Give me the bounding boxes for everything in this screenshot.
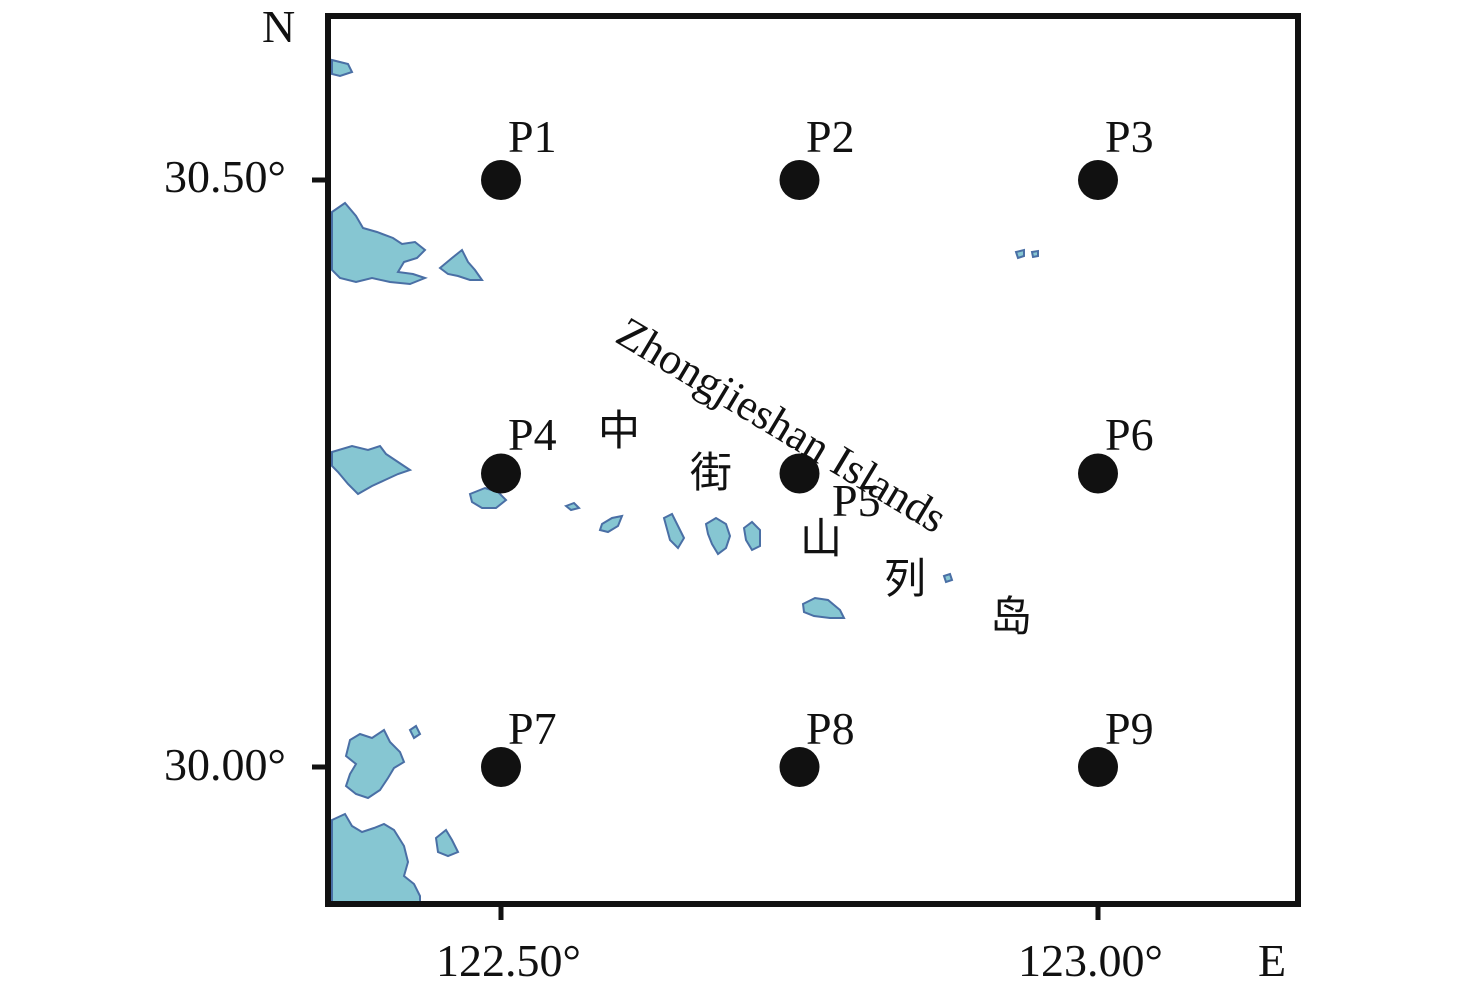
land-lower-islet-a — [408, 724, 422, 740]
point-label: P7 — [508, 703, 557, 754]
land-islet-b — [598, 514, 624, 534]
land-islet-i — [1030, 249, 1039, 259]
land-islet-a — [564, 501, 581, 512]
land-upper-west-island — [331, 201, 428, 286]
land-middle-west-island — [331, 444, 413, 496]
station-point-p5 — [779, 453, 820, 494]
point-label: P5 — [832, 475, 881, 526]
station-point-p4 — [481, 453, 521, 494]
point-label: P6 — [1105, 409, 1154, 460]
land-islet-e — [742, 520, 761, 552]
islands-name-chinese-char: 中 — [598, 406, 641, 455]
station-point-p8 — [779, 747, 820, 787]
land-lower-west-island — [344, 728, 406, 800]
islands-name-chinese-char: 山 — [800, 514, 843, 563]
point-label: P1 — [508, 111, 557, 162]
point-label: P2 — [806, 111, 855, 162]
map-frame — [325, 13, 1301, 907]
station-point-p7 — [481, 747, 521, 787]
land-islet-c — [662, 512, 686, 550]
islands-name-chinese-char: 岛 — [990, 592, 1033, 641]
islands-name-chinese-char: 列 — [884, 554, 927, 603]
islands-name-chinese-char: 街 — [690, 448, 733, 497]
point-label: P8 — [806, 703, 855, 754]
station-point-p9 — [1078, 747, 1118, 787]
y-tick-label-30-00: 30.00° — [164, 739, 286, 790]
point-label: P9 — [1105, 703, 1154, 754]
land-islet-g — [942, 572, 954, 584]
point-label: P4 — [508, 409, 557, 460]
land-islet-h — [1014, 248, 1025, 260]
station-points — [481, 160, 1118, 787]
station-point-p6 — [1078, 453, 1118, 494]
station-point-p1 — [481, 160, 521, 200]
land-islet-d — [704, 516, 732, 556]
x-tick-label-122-50: 122.50° — [436, 935, 581, 986]
land-lower-islet-b — [434, 828, 460, 858]
station-point-p3 — [1078, 160, 1118, 200]
x-tick-label-123-00: 123.00° — [1018, 935, 1163, 986]
north-label: N — [262, 1, 296, 52]
land-islet-f — [801, 596, 846, 619]
station-point-p2 — [779, 160, 820, 200]
land-bottom-west-island — [331, 812, 421, 905]
land-upper-islet — [438, 248, 484, 281]
land-areas — [331, 58, 1039, 905]
y-tick-label-30-50: 30.50° — [164, 151, 286, 202]
point-label: P3 — [1105, 111, 1154, 162]
land-top-left-sliver — [331, 58, 354, 78]
east-label: E — [1258, 935, 1287, 986]
